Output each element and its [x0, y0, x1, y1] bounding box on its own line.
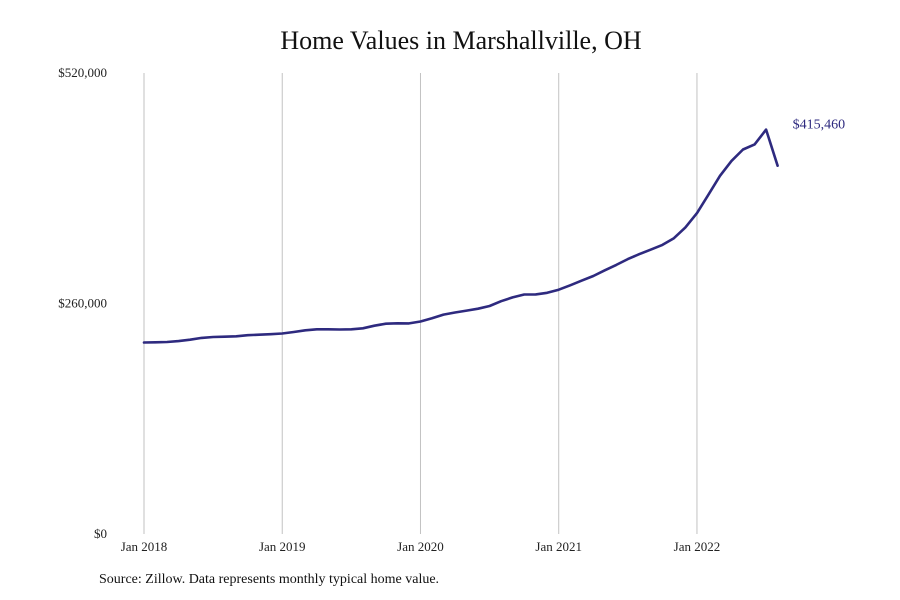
- y-tick-label: $520,000: [58, 65, 107, 80]
- x-tick-label: Jan 2020: [397, 539, 444, 554]
- x-tick-label: Jan 2018: [121, 539, 168, 554]
- series-line: [142, 128, 779, 344]
- x-tick-label: Jan 2021: [535, 539, 582, 554]
- x-tick-label: Jan 2022: [674, 539, 721, 554]
- axis-ticks: Jan 2018 Jan 2019 Jan 2020 Jan 2021 Jan 2022…: [58, 65, 720, 554]
- source-note: Source: Zillow. Data represents monthly …: [99, 572, 440, 587]
- y-tick-label: $260,000: [58, 296, 107, 311]
- series-layer: $415,460: [142, 118, 846, 344]
- end-value-label: $415,460: [793, 118, 846, 133]
- y-tick-label: $0: [94, 526, 107, 541]
- x-tick-label: Jan 2019: [259, 539, 306, 554]
- chart-title: Home Values in Marshallville, OH: [280, 26, 642, 55]
- gridlines: [143, 73, 698, 534]
